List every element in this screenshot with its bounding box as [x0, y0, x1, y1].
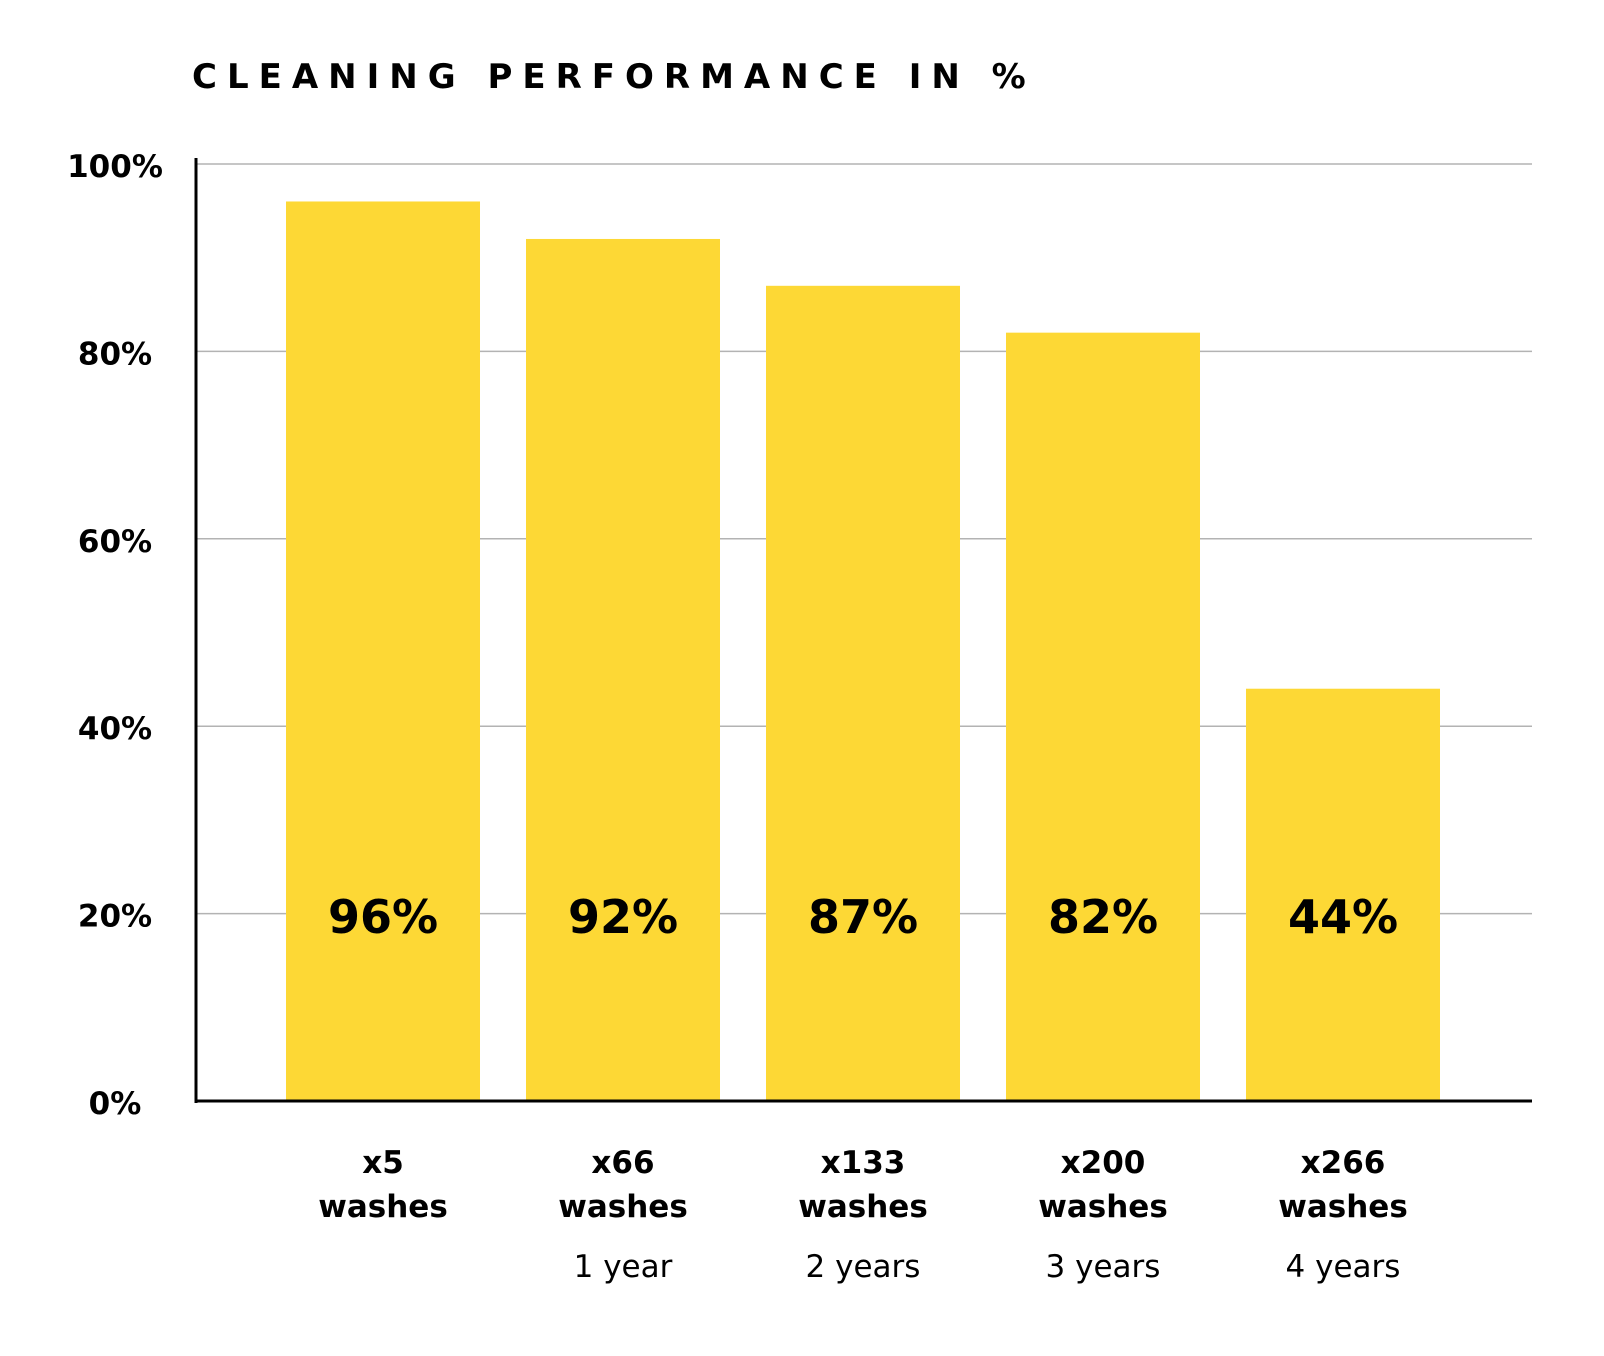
x-tick-label: x66 — [591, 1145, 654, 1181]
y-tick-label: 100% — [67, 149, 163, 185]
data-label: 87% — [808, 890, 918, 944]
x-tick-label: washes — [798, 1189, 928, 1225]
bar — [286, 201, 480, 1102]
x-tick-label: x200 — [1061, 1145, 1146, 1181]
labels: 0% 20% 40% 60% 80% 100% 96% x5 washes 92% x66 washe… — [67, 149, 1408, 1285]
x-tick-sublabel: 4 years — [1286, 1249, 1401, 1285]
y-tick-label: 20% — [78, 899, 152, 935]
bar — [1006, 332, 1200, 1101]
bar — [526, 238, 720, 1101]
data-label: 96% — [328, 890, 438, 944]
data-label: 92% — [568, 890, 678, 944]
x-tick-label: washes — [558, 1189, 688, 1225]
x-tick-sublabel: 2 years — [806, 1249, 921, 1285]
y-tick-label: 60% — [78, 524, 152, 560]
x-tick-label: washes — [1038, 1189, 1168, 1225]
bars — [286, 201, 1440, 1102]
data-label: 82% — [1048, 890, 1158, 944]
y-tick-label: 80% — [78, 336, 152, 372]
x-tick-label: x5 — [362, 1145, 404, 1181]
y-tick-label: 0% — [89, 1086, 142, 1122]
chart-title: CLEANING PERFORMANCE IN % — [192, 57, 1036, 97]
bar — [766, 285, 960, 1101]
y-tick-label: 40% — [78, 711, 152, 747]
axes — [194, 158, 1532, 1103]
x-tick-label: x266 — [1301, 1145, 1386, 1181]
x-tick-sublabel: 1 year — [574, 1249, 673, 1285]
bar — [1246, 688, 1440, 1101]
data-label: 44% — [1288, 890, 1398, 944]
x-tick-label: washes — [1278, 1189, 1408, 1225]
x-tick-label: x133 — [821, 1145, 906, 1181]
x-tick-sublabel: 3 years — [1046, 1249, 1161, 1285]
x-tick-label: washes — [318, 1189, 448, 1225]
